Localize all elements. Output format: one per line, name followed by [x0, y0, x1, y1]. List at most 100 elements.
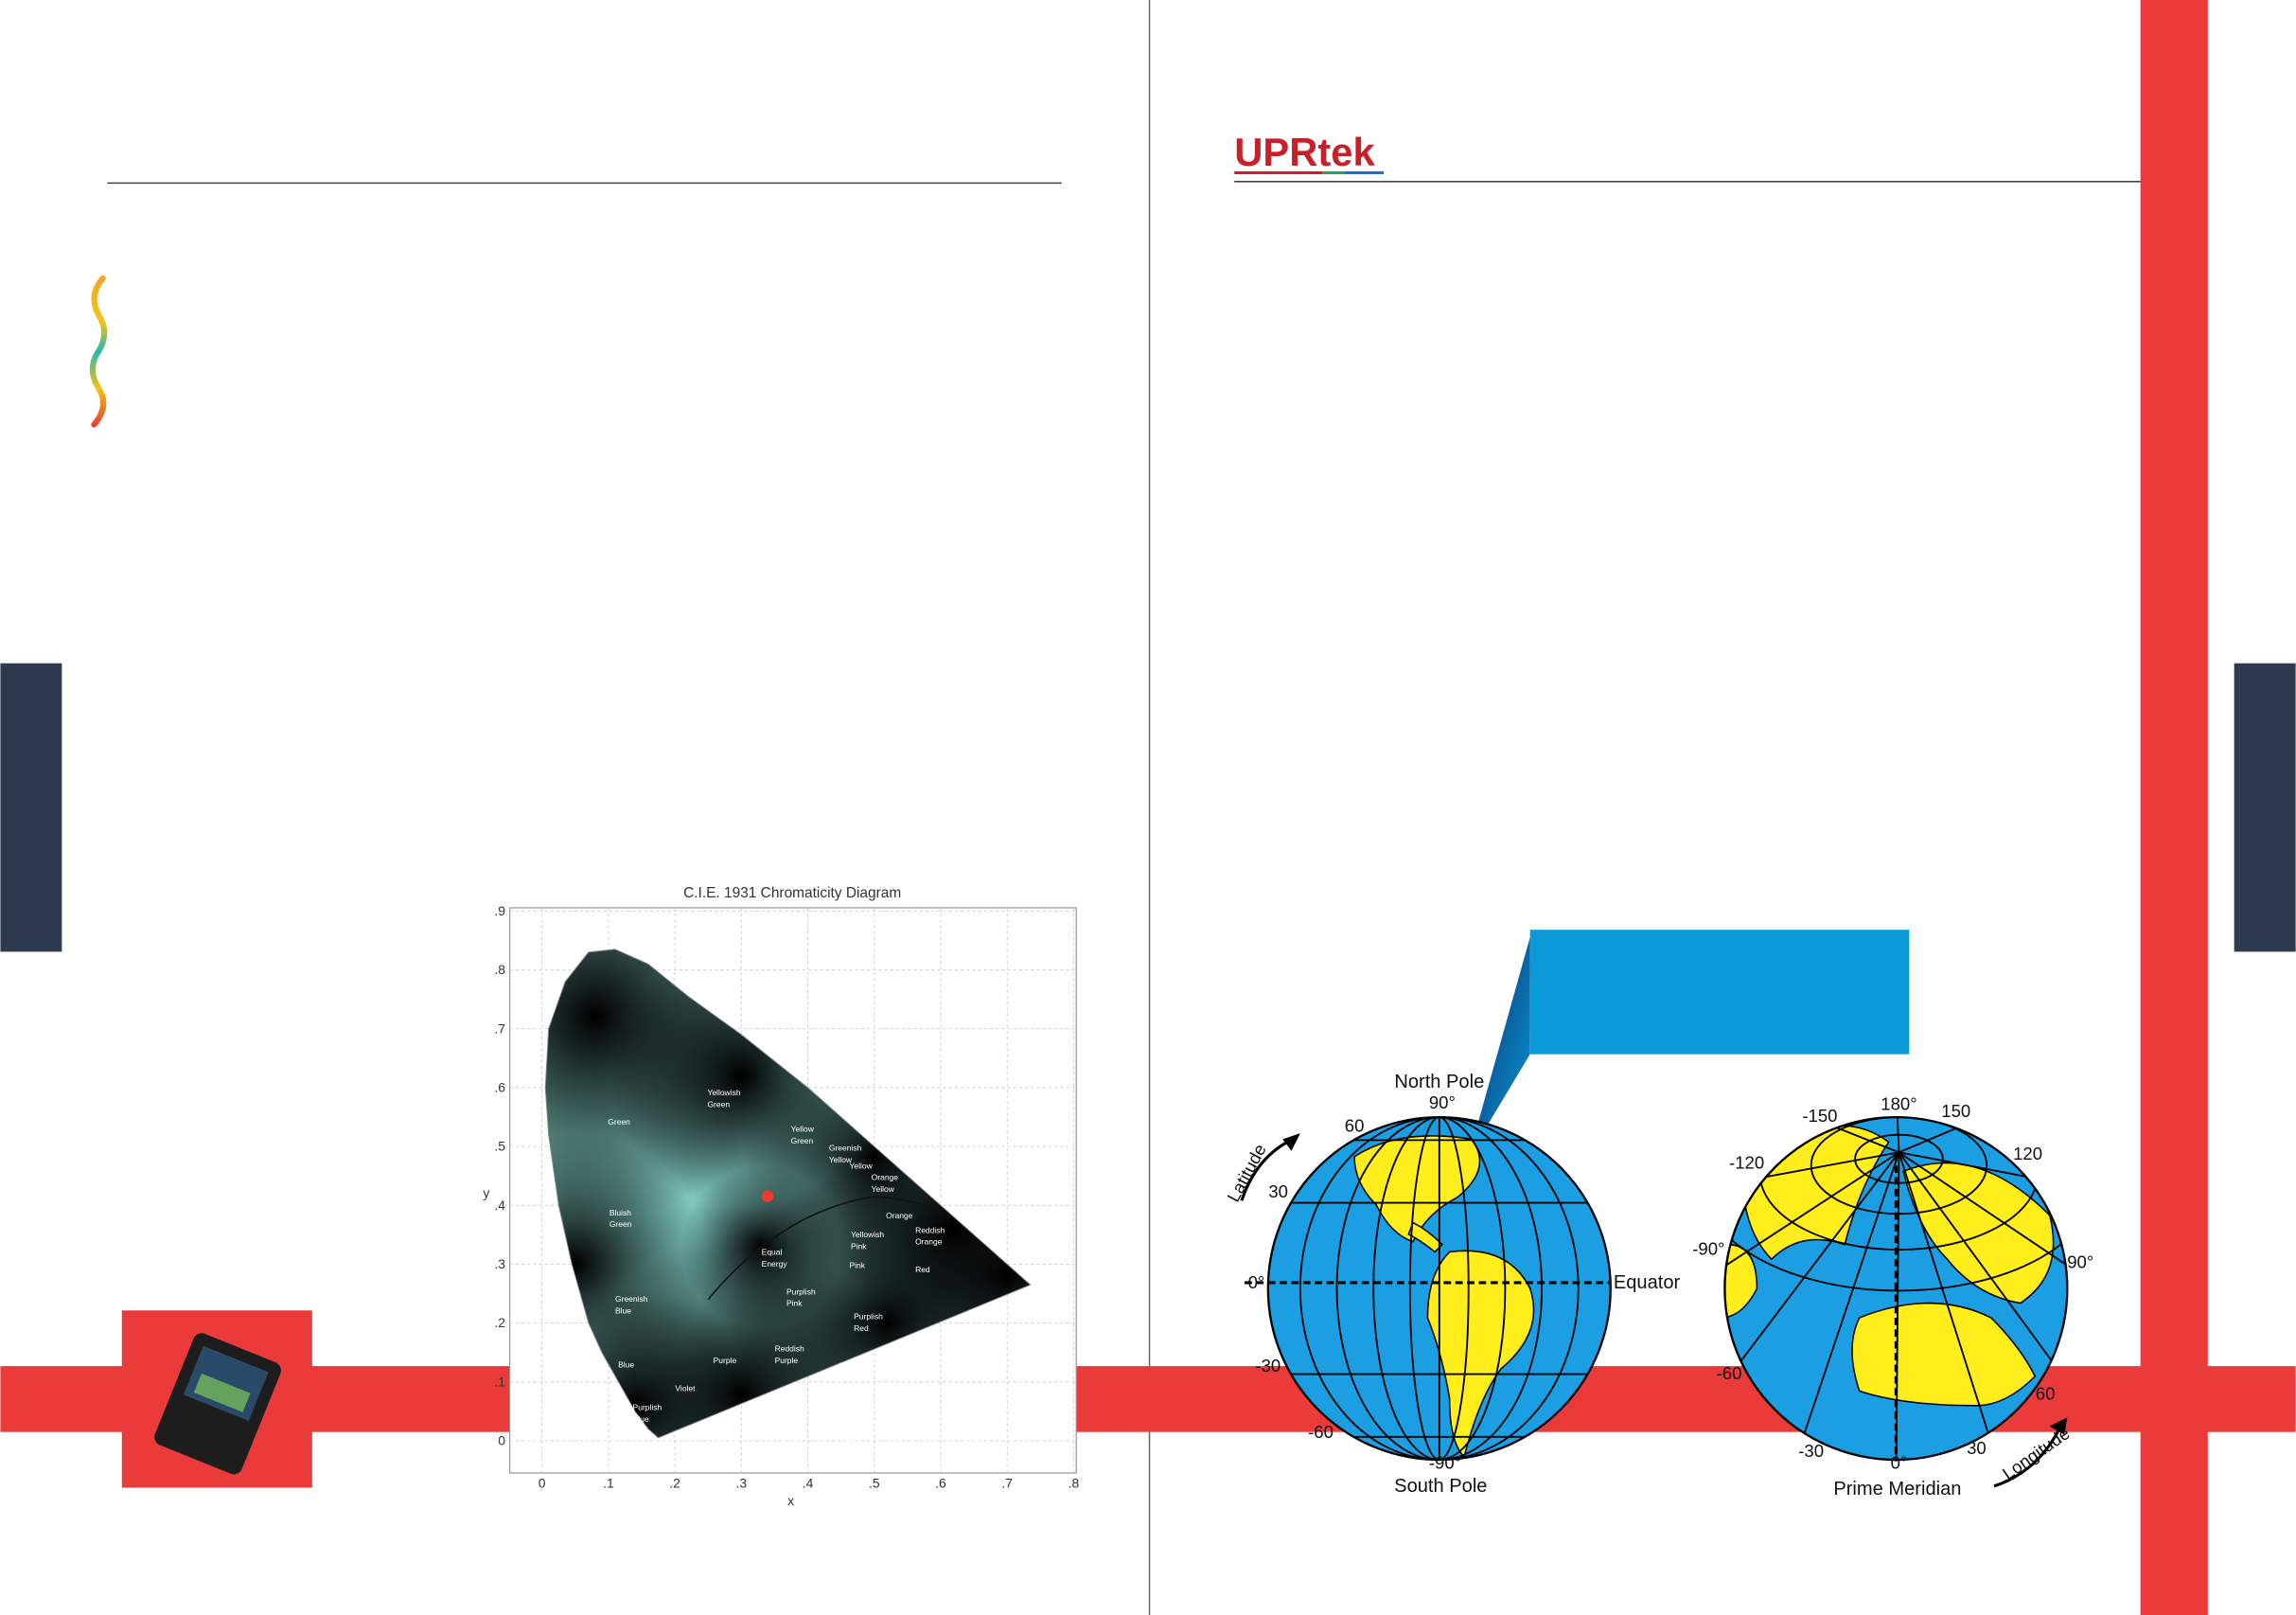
y-tick-label: .9: [494, 903, 505, 918]
wave-ornament: [89, 275, 108, 428]
globe-label: -90°: [1692, 1239, 1724, 1259]
color-blend: [545, 1132, 707, 1396]
x-tick-label: .1: [603, 1475, 614, 1490]
globe-label: 0°: [1891, 1452, 1908, 1472]
side-tab: [0, 663, 62, 952]
region-label: Purplish: [854, 1312, 883, 1322]
y-tick-label: 0: [498, 1433, 505, 1448]
region-label: Red: [854, 1323, 869, 1333]
globe-label: 60: [2036, 1384, 2056, 1404]
globe-label: -60: [1717, 1363, 1742, 1383]
region-label: Violet: [675, 1383, 696, 1393]
meridian: [1408, 1117, 1470, 1461]
globe-label: 150: [1941, 1101, 1970, 1121]
device: [154, 1333, 281, 1475]
globe-label: -60: [1308, 1422, 1333, 1442]
meridian: [1724, 1151, 1900, 1393]
meridian: [1372, 1117, 1507, 1461]
globe-label: 90°: [1429, 1092, 1456, 1112]
x-tick-label: .7: [1001, 1475, 1013, 1490]
spectral-locus: [544, 949, 1032, 1439]
x-tick-label: .5: [869, 1475, 880, 1490]
region-label: Green: [707, 1099, 730, 1109]
meridian: [1298, 1117, 1580, 1461]
region-label: Reddish: [915, 1225, 945, 1234]
chart-title: C.I.E. 1931 Chromaticity Diagram: [683, 885, 901, 901]
globe-label: South Pole: [1394, 1476, 1487, 1497]
globe-label: 30: [1967, 1438, 1987, 1458]
region-label: Orange: [886, 1211, 913, 1220]
y-axis-label: y: [483, 1185, 489, 1200]
logo-underline: [1234, 170, 1323, 175]
region-label: Equal: [762, 1248, 783, 1257]
region-label: Yellow: [791, 1125, 815, 1134]
y-tick-label: .8: [494, 962, 505, 977]
globe-label: 120: [2013, 1144, 2042, 1163]
region-label: Purple: [775, 1356, 799, 1365]
region-label: Green: [609, 1219, 632, 1229]
region-label: Red: [915, 1265, 930, 1274]
region-label: Yellow: [829, 1155, 853, 1164]
y-tick-label: .7: [494, 1020, 505, 1036]
region-label: Yellowish: [851, 1230, 884, 1239]
region-label: Purplish: [786, 1287, 816, 1296]
region-label: Blue: [615, 1305, 631, 1315]
logo-underline: [1322, 170, 1345, 175]
landmass: [1407, 1221, 1443, 1253]
measured-point: [761, 1190, 774, 1202]
parallel: [1854, 1133, 1944, 1184]
logo-underline: [1344, 170, 1385, 175]
region-label: Blue: [618, 1360, 634, 1370]
globe-label: -90°: [1429, 1452, 1461, 1472]
red-band-vertical: [2140, 0, 2208, 1615]
y-tick-label: .4: [494, 1198, 505, 1213]
y-tick-label: .3: [494, 1256, 505, 1271]
arrowhead: [2049, 1417, 2068, 1435]
meridian: [1335, 1117, 1543, 1461]
meridian: [1898, 1151, 2068, 1393]
region-label: Blue: [633, 1414, 649, 1424]
region-label: Bluish: [609, 1208, 631, 1217]
meridian: [1792, 1151, 1900, 1461]
x-tick-label: .6: [935, 1475, 946, 1490]
y-tick-label: .5: [494, 1139, 505, 1154]
globe-label: 30: [1268, 1181, 1288, 1201]
region-label: Reddish: [775, 1344, 804, 1354]
y-tick-label: .1: [494, 1374, 505, 1389]
callout-box: [1529, 930, 1910, 1055]
region-label: Green: [608, 1117, 630, 1127]
callout-tail: [1468, 936, 1530, 1157]
graticule: [1267, 1117, 1611, 1461]
globe-label: North Pole: [1394, 1072, 1484, 1092]
cie-diagram: C.I.E. 1931 Chromaticity Diagram x y 0 .1…: [483, 885, 1080, 1508]
region-label: Purple: [714, 1356, 737, 1365]
region-label: Pink: [786, 1299, 803, 1308]
globe-label: -150: [1802, 1106, 1837, 1126]
region-label: Orange: [915, 1237, 943, 1247]
y-tick-label: .2: [494, 1315, 505, 1330]
region-label: Green: [791, 1136, 814, 1145]
parallel: [1810, 1117, 1988, 1216]
side-tab: [2234, 663, 2296, 952]
region-label: Greenish: [615, 1294, 648, 1304]
region-label: Pink: [849, 1260, 865, 1269]
region-label: Orange: [872, 1173, 899, 1182]
x-tick-label: .2: [669, 1475, 680, 1490]
region-label: Purplish: [633, 1402, 662, 1411]
logo: UPRtek: [1234, 130, 1375, 174]
x-tick-label: .8: [1069, 1475, 1080, 1490]
device-graph: [193, 1373, 251, 1412]
globe-label: -30: [1255, 1356, 1280, 1375]
region-label: Pink: [851, 1241, 867, 1251]
globe-label: Prime Meridian: [1833, 1479, 1961, 1500]
globe-label: 0°: [1248, 1272, 1265, 1292]
parallel: [1724, 1117, 2068, 1292]
y-tick-label: .6: [494, 1080, 505, 1095]
globe-label: -120: [1729, 1152, 1764, 1172]
globe-label: 90°: [2067, 1251, 2093, 1271]
planckian-locus: [707, 1196, 942, 1301]
region-label: Yellow: [849, 1161, 873, 1170]
x-tick-label: .3: [736, 1475, 748, 1490]
